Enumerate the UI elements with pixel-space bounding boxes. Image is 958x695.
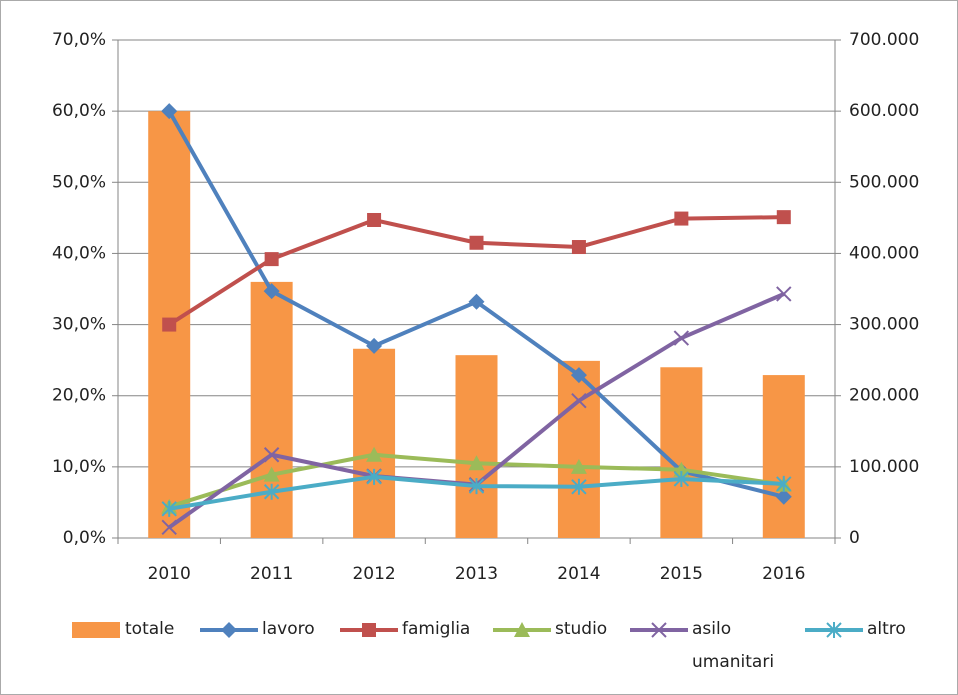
marker bbox=[366, 468, 382, 485]
y-tick-label: 40,0% bbox=[52, 243, 106, 263]
legend-label: altro bbox=[867, 619, 906, 639]
marker bbox=[367, 212, 382, 227]
marker bbox=[366, 446, 383, 462]
marker bbox=[571, 478, 587, 495]
x-tick-label: 2015 bbox=[660, 564, 703, 584]
marker bbox=[673, 461, 690, 477]
marker bbox=[468, 293, 485, 310]
x-tick-label: 2014 bbox=[557, 564, 600, 584]
marker bbox=[469, 235, 484, 250]
legend-label: famiglia bbox=[402, 619, 471, 639]
marker bbox=[776, 210, 791, 225]
y2-tick-label: 0 bbox=[849, 528, 860, 548]
marker bbox=[570, 367, 587, 384]
bar bbox=[455, 355, 498, 538]
bar bbox=[660, 367, 703, 538]
marker bbox=[673, 470, 690, 487]
bar bbox=[353, 348, 396, 538]
bar bbox=[762, 375, 805, 538]
marker bbox=[221, 622, 237, 638]
marker bbox=[673, 330, 690, 346]
y-tick-label: 20,0% bbox=[52, 386, 106, 406]
marker bbox=[571, 240, 586, 255]
marker bbox=[776, 475, 792, 492]
marker bbox=[570, 458, 587, 474]
marker bbox=[651, 622, 667, 638]
y-tick-label: 0,0% bbox=[63, 528, 106, 548]
y2-tick-label: 400.000 bbox=[849, 243, 919, 263]
x-tick-label: 2013 bbox=[455, 564, 498, 584]
marker bbox=[263, 447, 280, 463]
y2-tick-label: 500.000 bbox=[849, 172, 919, 192]
y-tick-label: 10,0% bbox=[52, 457, 106, 477]
legend-label: studio bbox=[555, 619, 608, 639]
legend-label: asilo umanitari bbox=[692, 619, 775, 672]
x-tick-label: 2012 bbox=[352, 564, 395, 584]
marker bbox=[826, 622, 842, 638]
y2-tick-label: 700.000 bbox=[849, 30, 919, 50]
marker bbox=[263, 283, 280, 300]
x-tick-label: 2016 bbox=[762, 564, 805, 584]
y-tick-label: 70,0% bbox=[52, 30, 106, 50]
marker bbox=[161, 519, 177, 536]
marker bbox=[263, 483, 280, 500]
y2-tick-label: 300.000 bbox=[849, 315, 919, 335]
y2-tick-label: 100.000 bbox=[849, 457, 919, 477]
x-tick-label: 2011 bbox=[250, 564, 293, 584]
y2-tick-label: 200.000 bbox=[849, 386, 919, 406]
marker bbox=[362, 623, 376, 637]
legend-label: totale bbox=[125, 619, 175, 639]
marker bbox=[674, 211, 689, 226]
marker bbox=[775, 488, 792, 505]
y-tick-label: 50,0% bbox=[52, 172, 106, 192]
marker bbox=[161, 500, 177, 517]
legend-swatch bbox=[72, 622, 120, 638]
y-tick-label: 60,0% bbox=[52, 101, 106, 121]
marker bbox=[366, 337, 383, 354]
x-tick-label: 2010 bbox=[148, 564, 191, 584]
marker bbox=[571, 392, 587, 409]
marker bbox=[776, 286, 792, 302]
marker bbox=[162, 317, 177, 332]
marker bbox=[263, 466, 280, 482]
y2-tick-label: 600.000 bbox=[849, 101, 919, 121]
marker bbox=[468, 478, 485, 495]
legend-label: lavoro bbox=[262, 619, 315, 639]
marker bbox=[264, 252, 279, 267]
y-tick-label: 30,0% bbox=[52, 315, 106, 335]
marker bbox=[161, 103, 178, 120]
marker bbox=[514, 622, 530, 637]
marker bbox=[468, 455, 485, 471]
